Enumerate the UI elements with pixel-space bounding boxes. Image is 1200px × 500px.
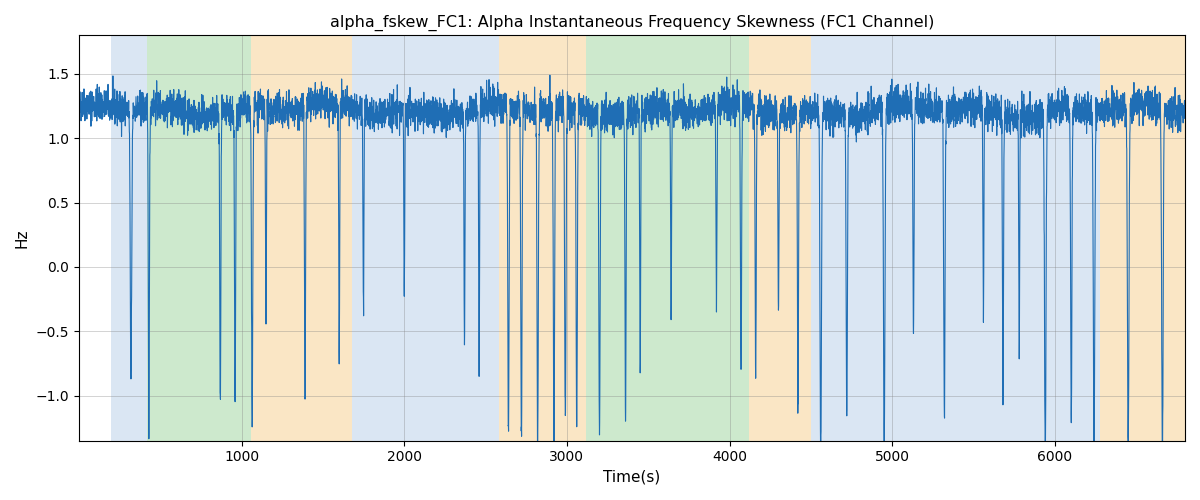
Bar [811,36,1100,440]
Bar [251,36,352,440]
Bar [148,36,251,440]
Bar [498,36,587,440]
Bar [1100,36,1184,440]
X-axis label: Time(s): Time(s) [604,470,660,485]
Title: alpha_fskew_FC1: Alpha Instantaneous Frequency Skewness (FC1 Channel): alpha_fskew_FC1: Alpha Instantaneous Fre… [330,15,934,31]
Bar [352,36,498,440]
Bar [587,36,749,440]
Y-axis label: Hz: Hz [14,228,30,248]
Bar [110,36,148,440]
Bar [749,36,811,440]
